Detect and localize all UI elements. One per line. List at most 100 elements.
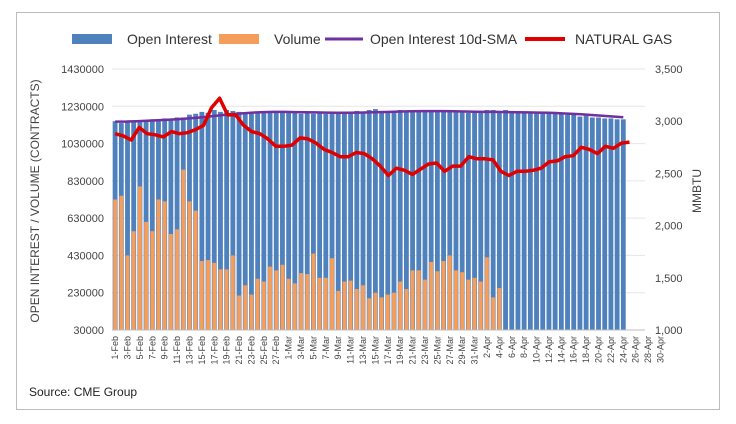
y-left-tick-label: 30000 bbox=[73, 325, 104, 337]
volume-bar bbox=[249, 294, 254, 330]
open-interest-bar bbox=[441, 110, 446, 330]
x-tick-label: 30-Apr bbox=[655, 336, 665, 363]
y-axis-right-title: MMBTU bbox=[690, 169, 704, 213]
open-interest-bar bbox=[311, 113, 316, 330]
open-interest-bar bbox=[546, 111, 552, 330]
x-tick-label: 10-Apr bbox=[532, 336, 542, 363]
y-left-tick-label: 830000 bbox=[67, 176, 104, 188]
x-tick-label: 21-Mar bbox=[408, 336, 418, 365]
volume-bar bbox=[224, 269, 229, 330]
open-interest-bar bbox=[583, 115, 589, 330]
y-left-tick-label: 630000 bbox=[67, 213, 104, 225]
x-tick-label: 9-Feb bbox=[160, 336, 170, 360]
x-tick-label: 14-Apr bbox=[556, 336, 566, 363]
volume-bar bbox=[305, 274, 310, 330]
volume-bar bbox=[447, 255, 452, 330]
x-tick-label: 11-Mar bbox=[346, 336, 356, 364]
x-tick-label: 26-Apr bbox=[631, 336, 641, 363]
volume-bar bbox=[113, 199, 118, 330]
x-tick-label: 5-Mar bbox=[308, 336, 318, 360]
y-right-tick-label: 3,500 bbox=[655, 64, 683, 76]
x-tick-label: 3-Feb bbox=[122, 336, 132, 360]
volume-bar bbox=[348, 280, 353, 330]
open-interest-sma-line bbox=[115, 109, 624, 123]
volume-bar bbox=[274, 270, 279, 330]
volume-bar bbox=[392, 292, 396, 330]
open-interest-bar bbox=[434, 110, 440, 330]
open-interest-bar bbox=[484, 110, 490, 330]
x-tick-label: 22-Apr bbox=[606, 336, 616, 363]
open-interest-bar bbox=[298, 113, 304, 330]
x-tick-label: 23-Feb bbox=[246, 336, 256, 365]
x-tick-label: 1-Feb bbox=[110, 336, 120, 360]
open-interest-bar bbox=[453, 111, 459, 330]
open-interest-bar bbox=[620, 119, 626, 330]
x-tick-label: 27-Feb bbox=[271, 336, 281, 365]
volume-bar bbox=[311, 253, 316, 330]
x-tick-label: 21-Feb bbox=[234, 336, 244, 365]
open-interest-bar bbox=[558, 113, 564, 330]
x-tick-label: 27-Mar bbox=[445, 336, 455, 365]
volume-bars bbox=[113, 169, 502, 330]
open-interest-bar bbox=[131, 122, 137, 330]
legend: Open Interest Volume Open Interest 10d-S… bbox=[72, 31, 672, 47]
volume-bar bbox=[280, 264, 285, 330]
legend-label-natural-gas: NATURAL GAS bbox=[575, 31, 672, 47]
x-tick-label: 2-Apr bbox=[482, 336, 492, 358]
open-interest-bar bbox=[391, 110, 397, 330]
volume-bar bbox=[144, 221, 149, 330]
volume-bar bbox=[119, 195, 124, 330]
open-interest-bar bbox=[571, 114, 577, 330]
open-interest-bar bbox=[205, 112, 211, 330]
volume-bar bbox=[423, 279, 427, 330]
x-tick-label: 20-Apr bbox=[594, 336, 604, 363]
open-interest-bar bbox=[503, 110, 508, 330]
x-tick-label: 15-Mar bbox=[370, 336, 380, 365]
volume-bar bbox=[367, 298, 372, 330]
volume-bar bbox=[168, 233, 173, 330]
open-interest-bar bbox=[249, 112, 254, 330]
volume-bar bbox=[429, 261, 434, 330]
x-tick-label: 19-Feb bbox=[222, 336, 232, 365]
volume-bar bbox=[317, 277, 322, 330]
volume-bar bbox=[125, 255, 130, 330]
open-interest-bar bbox=[534, 112, 539, 330]
volume-bar bbox=[472, 277, 477, 330]
volume-bar bbox=[137, 186, 142, 330]
open-interest-bar bbox=[354, 110, 360, 330]
legend-swatch-volume bbox=[219, 34, 259, 44]
open-interest-bar bbox=[521, 111, 527, 330]
volume-bar bbox=[385, 294, 390, 330]
open-interest-bar bbox=[329, 112, 335, 330]
open-interest-bar bbox=[589, 117, 595, 330]
volume-bar bbox=[466, 279, 471, 330]
volume-bar bbox=[354, 288, 359, 330]
open-interest-bar bbox=[304, 112, 310, 330]
open-interest-bar bbox=[459, 111, 465, 330]
open-interest-bar bbox=[174, 117, 180, 330]
open-interest-bar bbox=[465, 112, 471, 330]
volume-bar bbox=[230, 255, 235, 330]
open-interest-bar bbox=[379, 110, 385, 330]
y-right-tick-label: 3,000 bbox=[655, 116, 683, 128]
open-interest-bar bbox=[410, 110, 416, 330]
volume-bar bbox=[268, 266, 272, 330]
y-left-tick-label: 230000 bbox=[67, 288, 104, 300]
open-interest-bar bbox=[614, 119, 620, 330]
open-interest-bar bbox=[230, 110, 236, 330]
open-interest-bar bbox=[509, 110, 515, 330]
open-interest-bar bbox=[515, 110, 521, 330]
volume-bar bbox=[193, 210, 198, 330]
open-interest-bar bbox=[496, 111, 502, 330]
volume-bar bbox=[162, 201, 167, 330]
y-left-tick-label: 430000 bbox=[67, 250, 104, 262]
volume-bar bbox=[237, 295, 241, 330]
open-interest-bar bbox=[261, 112, 267, 330]
open-interest-bar bbox=[596, 117, 601, 330]
y-right-tick-label: 2,000 bbox=[655, 221, 683, 233]
legend-label-oi-sma: Open Interest 10d-SMA bbox=[370, 31, 518, 47]
x-tick-label: 11-Feb bbox=[172, 336, 182, 364]
x-tick-label: 25-Mar bbox=[432, 336, 442, 365]
volume-bar bbox=[323, 277, 328, 330]
y-axis-right-ticks: 1,000 1,500 2,000 2,500 3,000 3,500 bbox=[655, 64, 683, 337]
